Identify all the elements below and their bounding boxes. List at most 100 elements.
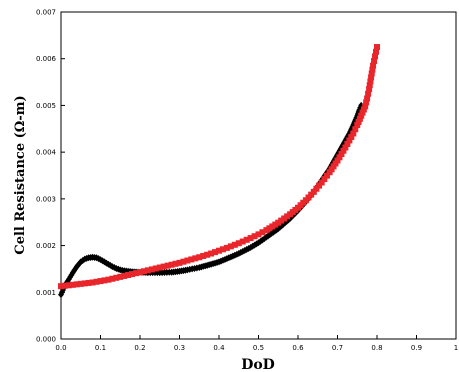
data-point-square [373,48,380,55]
data-point-square [184,257,191,264]
data-point-square [129,271,136,278]
data-point-square [140,268,147,275]
x-tick-label: 1 [454,344,458,352]
data-point-square [133,270,140,277]
data-point-square [144,267,151,274]
x-tick-label: 0.4 [213,344,225,352]
data-point-square [318,179,325,186]
data-point-square [346,137,353,144]
y-tick-label: 0.001 [36,289,56,297]
data-point-square [58,283,64,290]
data-point-square [85,279,92,286]
data-point-square [360,106,367,113]
data-point-square [336,154,343,161]
y-tick-label: 0.006 [36,55,57,63]
data-point-square [372,53,379,60]
x-tick-label: 0.9 [411,344,422,352]
x-tick-label: 0.1 [95,344,106,352]
data-point-square [370,62,377,69]
y-tick-label: 0.007 [36,9,56,17]
data-point-square [200,253,207,260]
x-tick-label: 0.8 [371,344,382,352]
data-point-square [219,246,226,253]
data-point-square [101,277,108,284]
x-tick-label: 0.7 [332,344,343,352]
data-point-square [105,276,112,283]
data-point-square [310,188,317,195]
data-point-square [363,99,370,106]
y-tick-label: 0.003 [36,195,56,203]
data-point-square [365,90,372,97]
x-tick-label: 0.3 [174,344,185,352]
data-point-square [259,229,266,236]
data-point-square [125,272,132,279]
data-point-square [227,243,234,250]
data-point-square [235,240,242,247]
data-point-square [164,262,171,269]
data-point-square [208,250,215,257]
data-point-square [355,118,362,125]
data-point-square [97,278,104,285]
y-axis: 0.000 0.001 0.002 0.003 0.004 0.005 0.006 0.007 [36,9,65,344]
data-point-square [344,140,351,147]
data-point-square [188,256,195,263]
x-axis-title: DoD [241,357,275,372]
series-2 [58,44,380,290]
x-axis: 0.0 0.1 0.2 0.3 0.4 0.5 0.6 0.7 0.8 0.9 1 [55,335,458,352]
data-point-square [176,259,183,266]
data-point-square [137,269,143,276]
data-point-square [371,58,378,65]
data-point-square [93,278,100,285]
data-point-square [362,103,369,110]
data-point-square [121,272,128,279]
data-point-square [321,176,328,183]
x-tick-label: 0.6 [292,344,304,352]
data-point-square [148,266,155,273]
data-point-square [358,112,365,119]
data-point-square [323,172,330,179]
x-tick-label: 0.5 [253,344,264,352]
data-point-square [367,78,374,85]
data-point-square [109,275,116,282]
data-point-square [160,263,167,270]
data-point-square [196,254,203,261]
data-point-square [77,280,84,287]
data-point-square [364,95,371,102]
data-point-square [374,44,380,51]
data-point-square [243,236,250,243]
y-tick-label: 0.000 [36,336,56,344]
data-point-square [192,255,199,262]
data-point-square [89,279,96,286]
data-point-square [113,274,120,281]
data-point-square [316,182,323,189]
data-point-square [73,281,80,288]
data-point-square [255,231,262,238]
data-point-square [212,249,219,256]
data-point-square [338,151,345,158]
y-axis-title: Cell Resistance (Ω-m) [13,95,28,254]
data-point-square [369,66,376,73]
data-point-square [368,70,375,77]
data-point-square [251,233,258,240]
data-point-square [350,130,357,137]
data-point-square [81,280,88,287]
data-point-square [334,157,341,164]
data-point-square [340,147,347,154]
data-point-square [368,74,375,81]
data-point-square [172,260,179,267]
y-tick-label: 0.002 [36,242,56,250]
y-tick-label: 0.004 [36,149,57,157]
data-point-square [366,86,373,93]
plot-frame [60,11,457,340]
data-point-square [354,122,361,129]
data-point-square [152,265,159,272]
data-point-square [223,244,230,251]
data-point-square [231,241,238,248]
data-point-square [168,261,175,268]
data-point-square [239,238,246,245]
data-point-square [216,247,222,254]
data-point-square [356,115,363,122]
data-point-square [61,282,68,289]
